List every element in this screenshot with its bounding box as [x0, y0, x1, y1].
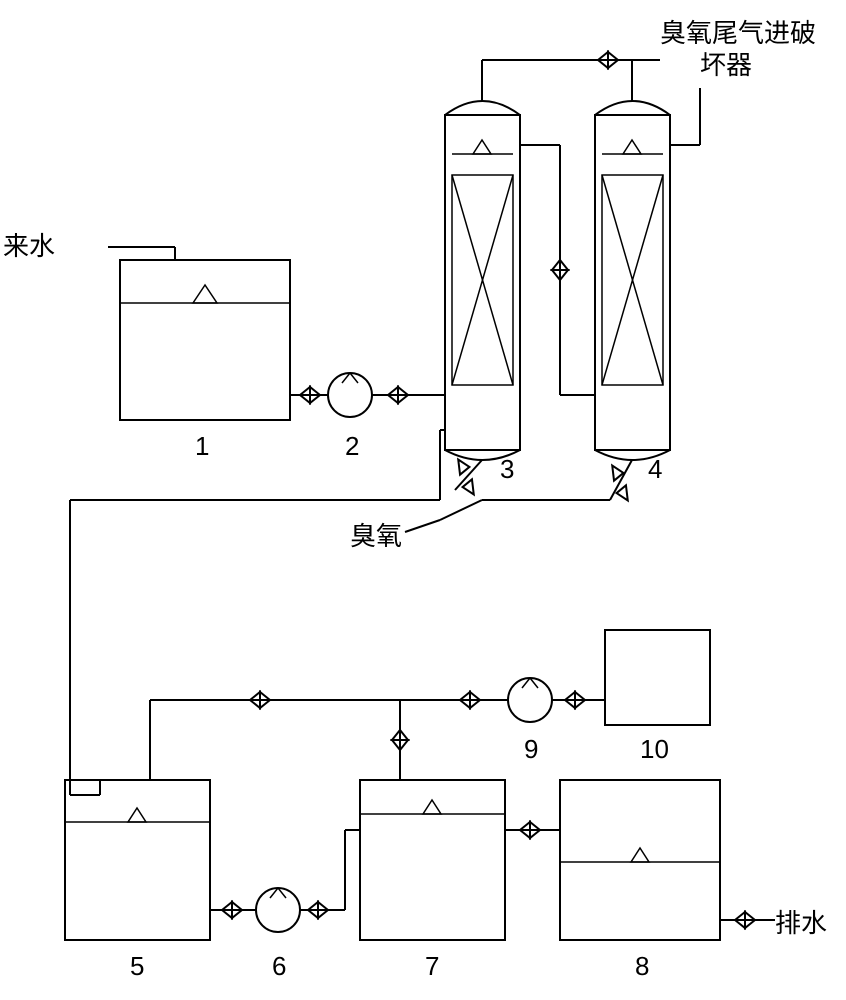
num-6: 6: [272, 951, 286, 981]
pump-9: [508, 678, 552, 722]
offgas-label-1: 臭氧尾气进破: [660, 18, 816, 48]
pump-6: [256, 888, 300, 932]
line-3-to-4-liquid: [520, 145, 595, 395]
num-9: 9: [524, 734, 538, 764]
num-1: 1: [195, 431, 209, 461]
process-flow-diagram: 来水: [0, 0, 846, 1000]
drain-line: [720, 912, 775, 928]
line-7-8: [505, 822, 560, 838]
offgas-label-2: 坏器: [700, 50, 752, 80]
column-3: [445, 101, 520, 460]
drain-label: 排水: [775, 908, 827, 938]
tank-8: [560, 780, 720, 940]
dosing-manifold: [150, 692, 508, 780]
line-2-to-3: [372, 387, 445, 403]
line-10-9: [552, 692, 605, 708]
num-7: 7: [425, 951, 439, 981]
tank-7: [360, 780, 505, 940]
line-5-6-7: [210, 830, 360, 918]
num-3: 3: [500, 454, 514, 484]
num-2: 2: [345, 431, 359, 461]
tank-1: [120, 260, 290, 420]
line-4-to-5: [670, 88, 700, 145]
inlet-label: 来水: [3, 231, 55, 261]
line-1-to-2: [290, 387, 328, 403]
num-4: 4: [648, 454, 662, 484]
num-8: 8: [635, 951, 649, 981]
long-transfer-line: [70, 430, 445, 795]
tank-10: [605, 630, 710, 725]
inlet-line: [108, 247, 175, 260]
pump-2: [328, 373, 372, 417]
top-offgas-line: [482, 52, 660, 101]
num-10: 10: [640, 734, 669, 764]
tank-5: [65, 780, 210, 940]
num-5: 5: [130, 951, 144, 981]
column-4: [595, 101, 670, 460]
ozone-label: 臭氧: [350, 521, 402, 551]
